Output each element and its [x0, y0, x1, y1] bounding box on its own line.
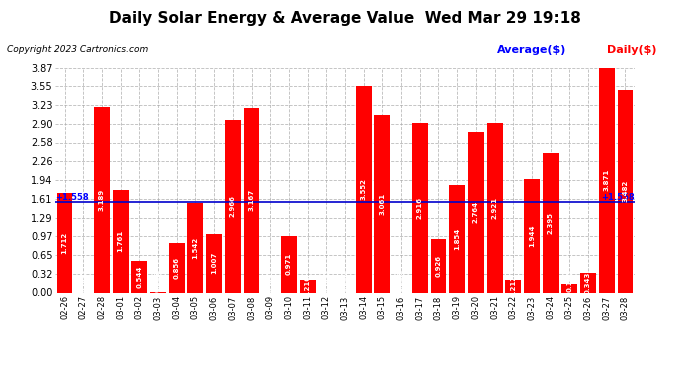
Text: 3.189: 3.189	[99, 189, 105, 211]
Text: 2.921: 2.921	[491, 196, 497, 219]
Text: 1.542: 1.542	[193, 237, 199, 259]
Text: 1.854: 1.854	[454, 228, 460, 250]
Text: 3.167: 3.167	[248, 189, 255, 211]
Text: 0.212: 0.212	[511, 275, 516, 297]
Bar	[57, 193, 72, 292]
Text: 0.000: 0.000	[80, 270, 86, 292]
Text: 0.002: 0.002	[155, 270, 161, 292]
Bar	[449, 185, 465, 292]
Bar	[412, 123, 428, 292]
Text: 0.000: 0.000	[267, 270, 273, 292]
Text: 2.966: 2.966	[230, 195, 236, 217]
Text: 0.000: 0.000	[324, 270, 329, 292]
Bar	[188, 203, 204, 292]
Text: Daily($): Daily($)	[607, 45, 657, 55]
Bar	[618, 90, 633, 292]
Bar	[225, 120, 241, 292]
Text: 0.926: 0.926	[435, 255, 442, 277]
Text: 1.712: 1.712	[61, 232, 68, 254]
Text: 0.544: 0.544	[137, 266, 142, 288]
Bar	[375, 114, 391, 292]
Text: 2.395: 2.395	[548, 212, 553, 234]
Bar	[244, 108, 259, 292]
Bar	[281, 236, 297, 292]
Text: 2.764: 2.764	[473, 201, 479, 223]
Bar	[112, 190, 128, 292]
Text: 0.343: 0.343	[585, 272, 591, 294]
Text: 0.210: 0.210	[304, 275, 310, 297]
Text: 3.061: 3.061	[380, 192, 386, 214]
Text: 0.000: 0.000	[398, 270, 404, 292]
Bar	[524, 180, 540, 292]
Bar	[356, 86, 372, 292]
Text: 0.856: 0.856	[174, 256, 179, 279]
Text: 3.552: 3.552	[361, 178, 366, 200]
Bar	[94, 107, 110, 292]
Bar	[468, 132, 484, 292]
Text: +1.558: +1.558	[55, 193, 89, 202]
Text: 3.871: 3.871	[604, 169, 610, 191]
Text: 1.944: 1.944	[529, 225, 535, 247]
Text: 3.482: 3.482	[622, 180, 629, 203]
Bar	[505, 280, 521, 292]
Bar	[562, 284, 578, 292]
Text: Average($): Average($)	[497, 45, 566, 55]
Bar	[299, 280, 315, 292]
Text: +1.558: +1.558	[601, 193, 635, 202]
Text: 0.000: 0.000	[342, 270, 348, 292]
Bar	[206, 234, 222, 292]
Text: 0.146: 0.146	[566, 270, 573, 292]
Bar	[580, 273, 596, 292]
Bar	[131, 261, 147, 292]
Text: Daily Solar Energy & Average Value  Wed Mar 29 19:18: Daily Solar Energy & Average Value Wed M…	[109, 11, 581, 26]
Bar	[169, 243, 185, 292]
Text: 2.916: 2.916	[417, 197, 423, 219]
Bar	[599, 68, 615, 292]
Bar	[431, 238, 446, 292]
Text: 0.971: 0.971	[286, 253, 292, 275]
Text: 1.761: 1.761	[117, 230, 124, 252]
Text: Copyright 2023 Cartronics.com: Copyright 2023 Cartronics.com	[7, 45, 148, 54]
Bar	[543, 153, 559, 292]
Bar	[486, 123, 502, 292]
Text: 1.007: 1.007	[211, 252, 217, 274]
